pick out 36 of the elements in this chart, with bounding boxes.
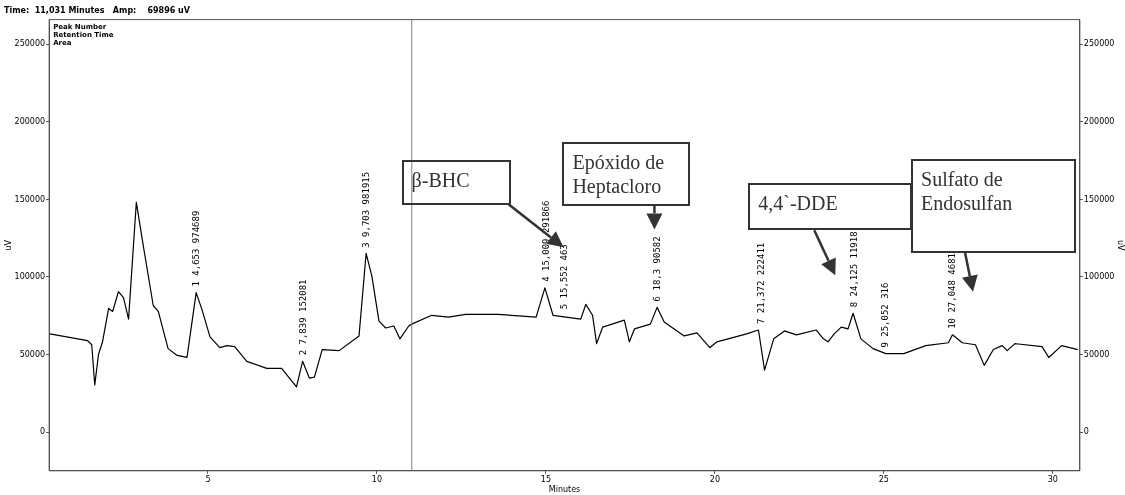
y2-tick-label: 200000 (1083, 117, 1115, 127)
x-tick-label: 15 (540, 474, 552, 484)
y2-axis-title: uV (1116, 239, 1125, 251)
y2-tick-label: 0 (1083, 427, 1089, 437)
y2-tick-label: 50000 (1083, 349, 1110, 359)
x-tick-label: 20 (709, 474, 720, 484)
annotation: Epóxido de Heptacloro (562, 142, 691, 207)
annotation: 4 15,009 291866 (540, 200, 551, 282)
y-tick-label: 0 (40, 427, 46, 437)
y-tick-label: 150000 (14, 194, 46, 204)
annotation: 3 9,703 981915 (361, 171, 372, 248)
annotation: 5 15,552 463 (558, 244, 569, 310)
annotation: 8 24,125 11918 (848, 231, 859, 308)
annotation: 9 25,052 316 (879, 282, 890, 348)
annotation: Sulfato de Endosulfan (911, 158, 1077, 253)
annotation: 10 27,048 4681 (947, 252, 958, 329)
x-tick-label: 30 (1047, 474, 1058, 484)
y2-tick-label: 150000 (1083, 194, 1115, 204)
annotation: 2 7,839 152081 (298, 279, 309, 356)
annotation: 7 21,372 222411 (755, 242, 766, 325)
y-axis-title: uV (3, 239, 13, 251)
y-tick-label: 250000 (14, 39, 46, 49)
chart-title: Time: 11,031 Minutes Amp: 69896 uV (4, 5, 191, 15)
annotation: 4,4`-DDE (748, 183, 913, 231)
y-tick-label: 100000 (14, 272, 46, 282)
y-tick-label: 200000 (14, 117, 46, 127)
x-tick-label: 5 (205, 474, 211, 484)
annotation: β-BHC (401, 160, 511, 206)
y2-tick-label: 250000 (1083, 39, 1115, 49)
x-tick-label: 25 (878, 474, 889, 484)
annotation: 1 4,653 974689 (190, 210, 201, 287)
annotation: 6 18,3 90582 (651, 236, 662, 302)
y-tick-label: 50000 (19, 349, 46, 359)
y2-tick-label: 100000 (1083, 272, 1115, 282)
x-tick-label: 10 (371, 474, 383, 484)
x-axis-title: Minutes (548, 485, 581, 495)
